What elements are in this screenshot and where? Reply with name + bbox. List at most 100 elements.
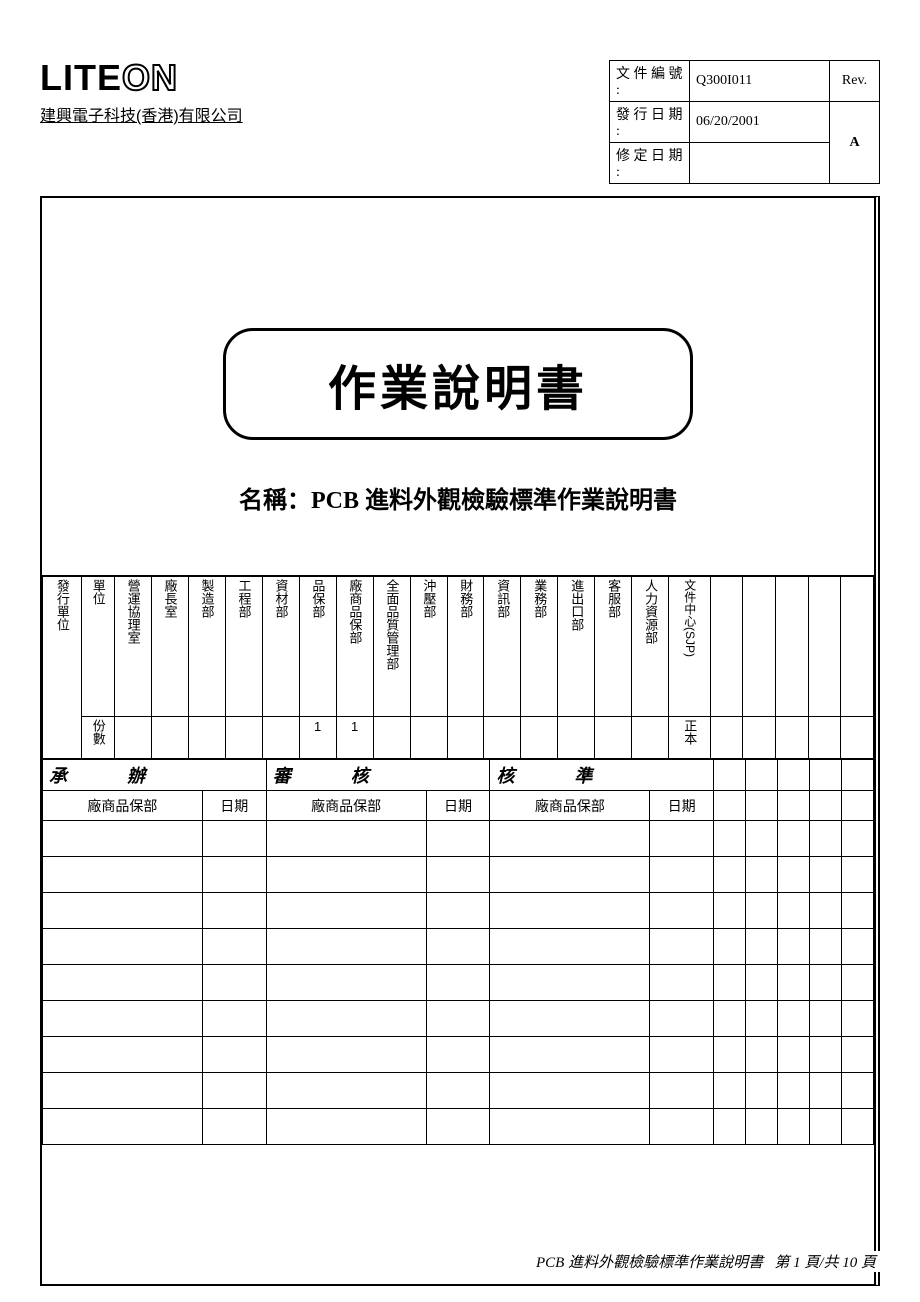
approve-cell-blank: [746, 821, 778, 857]
approve-cell-blank: [714, 821, 746, 857]
approve-cell-blank: [841, 965, 873, 1001]
approve-dept: 廠商品保部: [43, 791, 203, 821]
copies-cell: [225, 717, 262, 759]
copies-cell-blank: [841, 717, 874, 759]
approve-header-blank: [746, 760, 778, 791]
approve-cell: [426, 1037, 490, 1073]
approve-cell: [202, 1001, 266, 1037]
approve-cell: [426, 821, 490, 857]
approve-cell: [650, 821, 714, 857]
approve-cell-blank: [778, 1001, 810, 1037]
approve-header-blank: [841, 760, 873, 791]
approve-cell: [266, 965, 426, 1001]
approve-cell-blank: [841, 893, 873, 929]
approve-cell: [650, 965, 714, 1001]
approve-cell: [266, 1001, 426, 1037]
approve-header: 核準: [490, 760, 714, 791]
approve-cell: [266, 929, 426, 965]
approve-cell-blank: [746, 1001, 778, 1037]
approve-cell: [426, 893, 490, 929]
copies-cell: [114, 717, 151, 759]
doc-center-header: 文件中心(SJP): [669, 577, 710, 717]
copies-cell-blank: [808, 717, 841, 759]
logo-block: LITEON 建興電子科技(香港)有限公司: [40, 60, 243, 126]
approve-cell: [490, 821, 650, 857]
approve-cell-blank: [778, 965, 810, 1001]
approve-cell: [490, 893, 650, 929]
approve-date: 日期: [650, 791, 714, 821]
approve-cell: [650, 1073, 714, 1109]
approve-cell-blank: [841, 1109, 873, 1145]
title-text: 作業說明書: [328, 363, 588, 416]
approve-cell-blank: [746, 1037, 778, 1073]
approve-cell: [43, 857, 203, 893]
approve-cell: [490, 857, 650, 893]
dept-header: 業務部: [521, 577, 558, 717]
doc-info-table: 文 件 編 號 : Q300I011 Rev. 發 行 日 期 : 06/20/…: [609, 60, 880, 184]
approve-header-blank: [810, 760, 842, 791]
approve-dept: 廠商品保部: [266, 791, 426, 821]
approve-cell-blank: [714, 929, 746, 965]
dist-row-label: 發行單位: [43, 577, 82, 759]
title-bubble: 作業說明書: [223, 328, 693, 440]
approve-cell: [266, 893, 426, 929]
approve-cell: [202, 929, 266, 965]
approve-date: 日期: [202, 791, 266, 821]
approve-cell: [426, 1001, 490, 1037]
approve-cell: [43, 893, 203, 929]
dept-header: 全面品質管理部: [373, 577, 410, 717]
header: LITEON 建興電子科技(香港)有限公司 文 件 編 號 : Q300I011…: [40, 60, 880, 184]
approve-cell-blank: [778, 929, 810, 965]
approve-blank: [778, 791, 810, 821]
copies-cell: [262, 717, 299, 759]
issue-date-value: 06/20/2001: [690, 102, 830, 143]
subtitle: 名稱：PCB 進料外觀檢驗標準作業說明書: [42, 480, 874, 515]
approve-cell: [43, 929, 203, 965]
doc-no-label: 文 件 編 號 :: [610, 61, 690, 102]
copies-cell: [595, 717, 632, 759]
copies-cell-blank: [710, 717, 743, 759]
approve-cell: [490, 1001, 650, 1037]
page: LITEON 建興電子科技(香港)有限公司 文 件 編 號 : Q300I011…: [0, 0, 920, 1302]
copies-cell: [521, 717, 558, 759]
approve-cell-blank: [714, 893, 746, 929]
approve-cell-blank: [810, 857, 842, 893]
approve-cell-blank: [841, 929, 873, 965]
approve-cell-blank: [746, 857, 778, 893]
approve-cell-blank: [778, 1073, 810, 1109]
copies-cell-blank: [775, 717, 808, 759]
body-frame: 作業說明書 名稱：PCB 進料外觀檢驗標準作業說明書 發行單位單位營運協理室廠長…: [40, 196, 880, 1286]
approve-cell: [43, 1001, 203, 1037]
dept-header-blank: [775, 577, 808, 717]
approve-cell: [650, 929, 714, 965]
approve-cell: [426, 929, 490, 965]
dist-unit-label: 單位: [82, 577, 115, 717]
approve-cell-blank: [714, 1037, 746, 1073]
approve-dept: 廠商品保部: [490, 791, 650, 821]
rev-label: Rev.: [830, 61, 880, 102]
approve-header: 承辦: [43, 760, 267, 791]
approve-cell-blank: [714, 1109, 746, 1145]
dept-header-blank: [841, 577, 874, 717]
approve-cell: [490, 1073, 650, 1109]
approve-cell: [650, 1109, 714, 1145]
approve-cell-blank: [714, 857, 746, 893]
approve-blank: [810, 791, 842, 821]
approve-cell-blank: [778, 1109, 810, 1145]
dept-header: 資材部: [262, 577, 299, 717]
dept-header: 品保部: [299, 577, 336, 717]
issue-date-label: 發 行 日 期 :: [610, 102, 690, 143]
copies-cell: [447, 717, 484, 759]
company-name: 建興電子科技(香港)有限公司: [40, 102, 243, 126]
approve-cell: [490, 965, 650, 1001]
copies-cell: [188, 717, 225, 759]
copies-cell: 1: [299, 717, 336, 759]
dept-header: 工程部: [225, 577, 262, 717]
approve-cell-blank: [746, 965, 778, 1001]
approve-cell-blank: [810, 1001, 842, 1037]
dept-header: 財務部: [447, 577, 484, 717]
copies-cell: [410, 717, 447, 759]
approve-cell-blank: [841, 1073, 873, 1109]
copies-cell: [373, 717, 410, 759]
approve-blank: [746, 791, 778, 821]
